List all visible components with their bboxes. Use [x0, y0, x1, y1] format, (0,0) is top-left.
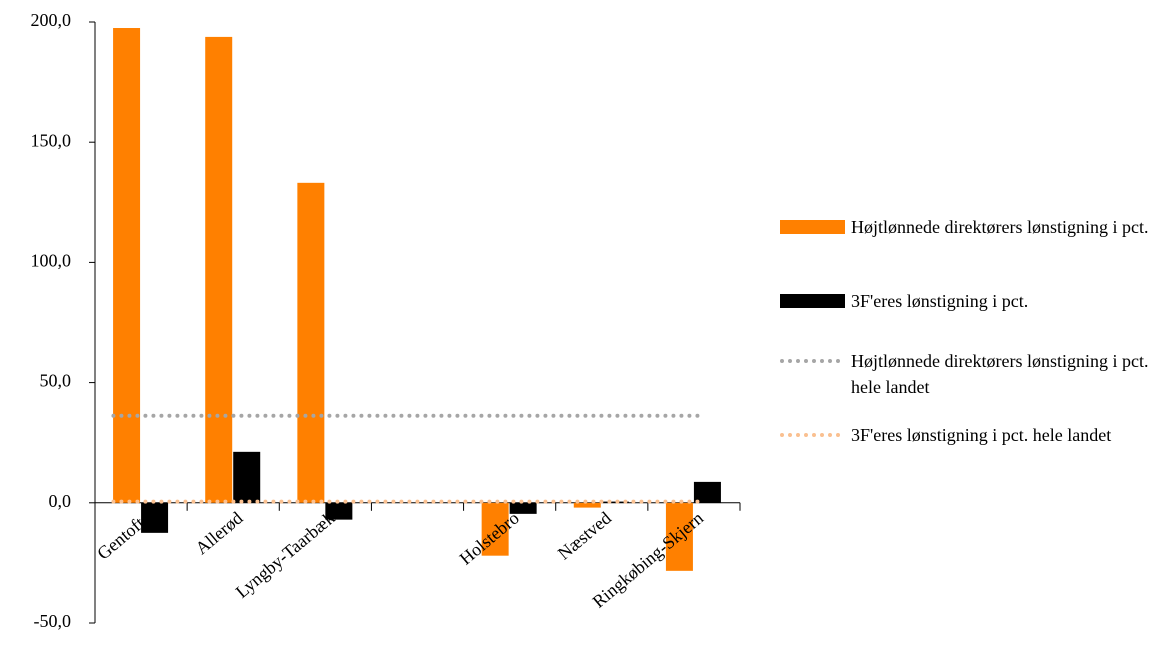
bar: [573, 502, 601, 508]
bar: [205, 36, 233, 503]
legend-label: 3F'eres lønstigning i pct. hele landet: [851, 425, 1112, 445]
legend-label: 3F'eres lønstigning i pct.: [851, 291, 1029, 311]
x-tick-label: Lyngby-Taarbæk: [232, 508, 339, 602]
bar: [665, 502, 693, 571]
y-tick-label: 0,0: [49, 491, 72, 511]
bar: [325, 502, 353, 520]
y-tick-label: 100,0: [31, 251, 72, 271]
legend-swatch: [780, 294, 845, 308]
bar: [601, 501, 629, 503]
bar: [297, 182, 325, 503]
x-tick-label: Allerød: [191, 508, 246, 559]
y-tick-label: 200,0: [31, 10, 72, 30]
bar: [141, 502, 169, 533]
y-tick-label: 50,0: [40, 371, 72, 391]
bar: [233, 451, 261, 503]
legend-swatch: [780, 220, 845, 234]
legend-label: Højtlønnede direktørers lønstigning i pc…: [851, 217, 1149, 237]
x-tick-label: Gentofte: [93, 508, 154, 564]
bar: [509, 502, 537, 514]
bar: [113, 28, 141, 503]
y-tick-label: 150,0: [31, 130, 72, 150]
y-tick-label: -50,0: [34, 611, 72, 631]
bar: [693, 481, 721, 503]
bar: [481, 502, 509, 556]
legend-label: Højtlønnede direktørers lønstigning i pc…: [851, 351, 1149, 397]
x-tick-label: Næstved: [554, 508, 615, 564]
